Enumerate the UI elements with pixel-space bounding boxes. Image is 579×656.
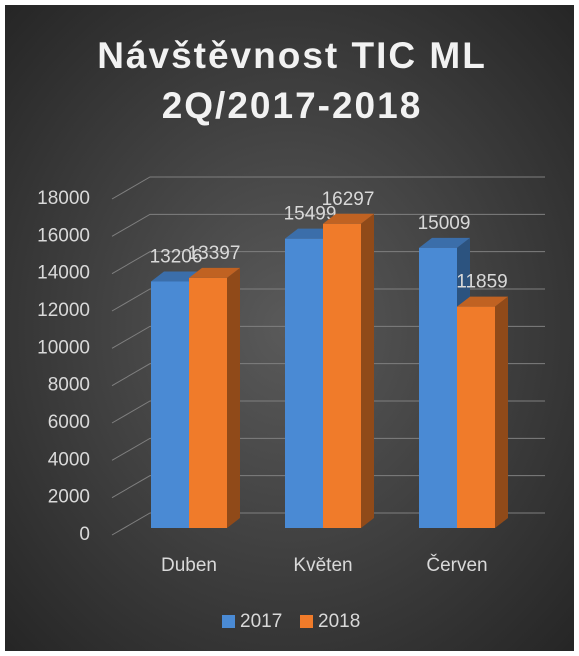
grid-line [111, 251, 545, 275]
x-tick-label: Duben [161, 555, 217, 576]
y-tick-label: 18000 [37, 188, 90, 209]
data-label: 16297 [322, 189, 375, 210]
bar-top [419, 237, 470, 248]
grid-line [111, 213, 545, 237]
data-label: 13206 [150, 247, 203, 268]
y-tick-label: 10000 [37, 337, 90, 358]
bar [323, 223, 361, 528]
bar [419, 247, 457, 528]
legend-label: 2018 [318, 611, 360, 632]
grid-line [111, 363, 545, 387]
y-tick-label: 12000 [37, 300, 90, 321]
y-tick-label: 0 [79, 524, 90, 545]
legend-label: 2017 [240, 611, 282, 632]
bar-side [495, 296, 508, 528]
y-tick-label: 4000 [48, 449, 90, 470]
data-label: 15009 [418, 213, 471, 234]
bar [151, 281, 189, 528]
bar-top [189, 267, 240, 278]
chart-title: Návštěvnost TIC ML [97, 35, 487, 76]
legend-swatch [300, 615, 313, 628]
bar-top [457, 296, 508, 307]
x-tick-label: Květen [293, 555, 352, 576]
bar-side [361, 213, 374, 528]
grid-line [111, 475, 545, 499]
grid-line [111, 437, 545, 461]
grid-line [111, 400, 545, 424]
bar-top [323, 213, 374, 224]
grid-line [111, 176, 545, 200]
data-label: 13397 [188, 243, 241, 264]
data-label: 15499 [284, 204, 337, 225]
bar [457, 306, 495, 528]
y-tick-label: 8000 [48, 375, 90, 396]
data-label: 11859 [456, 272, 507, 293]
grid-line [111, 512, 545, 536]
chart-title: 2Q/2017-2018 [162, 85, 423, 126]
bar [285, 238, 323, 528]
x-tick-label: Červen [426, 554, 487, 576]
legend-swatch [222, 615, 235, 628]
grid-line [111, 325, 545, 349]
y-tick-label: 6000 [48, 412, 90, 433]
bar-side [227, 267, 240, 528]
y-tick-label: 16000 [37, 225, 90, 246]
grid-line [111, 288, 545, 312]
bar [189, 277, 227, 528]
y-tick-label: 14000 [37, 263, 90, 284]
y-tick-label: 2000 [48, 487, 90, 508]
